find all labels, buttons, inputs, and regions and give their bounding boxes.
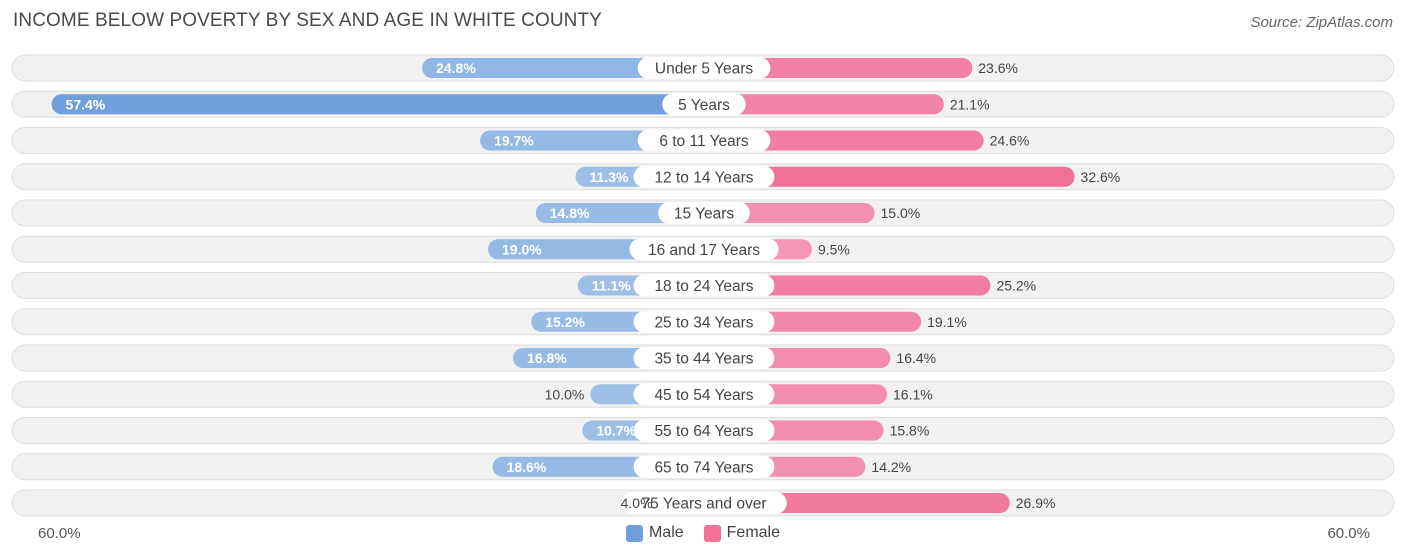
axis-right-label: 60.0% [1327,525,1370,542]
chart-row: 16 and 17 Years 19.0% 9.5% [11,235,1395,263]
category-pill [662,93,746,116]
value-label-female: 26.9% [1016,495,1056,511]
bar-female [704,58,973,78]
legend-item-female[interactable]: Female [703,524,781,542]
chart-row: 18 to 24 Years 11.1% 25.2% [11,272,1395,299]
value-label-male: 14.8% [550,205,590,221]
chart-row: 5 Years 57.4% 21.1% [11,90,1395,118]
category-pill [633,455,775,478]
value-label-female: 9.5% [818,241,850,257]
value-label-male: 11.1% [592,278,631,294]
category-pill [629,238,779,261]
bar-male [422,58,704,78]
legend-swatch-female [703,524,721,542]
value-label-female: 14.2% [871,459,911,475]
legend-label-female: Female [726,524,781,541]
chart-row: 55 to 64 Years 10.7% 15.8% [11,417,1395,444]
value-label-male: 57.4% [66,96,106,112]
chart-row: 65 to 74 Years 18.6% 14.2% [11,453,1395,481]
value-label-male: 10.7% [596,423,636,439]
category-label: 18 to 24 Years [654,278,753,295]
source-credit: Source: ZipAtlas.com [1250,14,1393,31]
category-pill [633,347,775,369]
category-label: 35 to 44 Years [654,351,753,368]
value-label-female: 19.1% [927,314,967,330]
chart-row: 12 to 14 Years 11.3% 32.6% [11,163,1395,191]
value-label-female: 23.6% [978,60,1018,76]
legend-swatch-male [625,524,643,542]
category-label: 12 to 14 Years [654,169,753,186]
category-pill [633,310,775,333]
value-label-female: 25.2% [996,278,1036,294]
chart-row: 45 to 54 Years 10.0% 16.1% [11,380,1395,408]
value-label-female: 21.1% [950,96,990,112]
value-label-female: 32.6% [1081,169,1121,185]
chart-title: INCOME BELOW POVERTY BY SEX AND AGE IN W… [13,10,602,31]
poverty-chart: Under 5 Years 24.8% 23.6% 5 Years 57.4% 21.1%… [11,54,1395,517]
value-label-male: 24.8% [436,60,476,76]
legend: Male Female [0,524,1406,542]
category-label: Under 5 Years [655,61,753,78]
category-label: 15 Years [674,206,735,223]
category-label: 25 to 34 Years [654,314,753,331]
category-pill [637,129,771,152]
category-pill [633,419,775,442]
legend-item-male[interactable]: Male [625,524,684,542]
category-label: 55 to 64 Years [654,423,753,440]
value-label-male: 18.6% [507,459,547,475]
bar-female [704,275,991,296]
category-label: 6 to 11 Years [659,133,749,150]
value-label-male: 11.3% [590,169,629,185]
value-label-male: 10.0% [545,386,585,402]
value-label-male: 19.7% [494,133,534,149]
category-pill [633,274,775,297]
value-label-female: 16.4% [896,350,936,366]
chart-row: 6 to 11 Years 19.7% 24.6% [11,127,1395,154]
value-label-female: 24.6% [990,133,1030,149]
value-label-male: 4.0% [621,495,653,511]
value-label-male: 16.8% [527,350,567,366]
category-label: 45 to 54 Years [654,387,753,404]
bar-female [704,94,944,115]
value-label-male: 19.0% [502,241,542,257]
legend-label-male: Male [648,524,684,541]
bar-female [704,130,984,151]
chart-row: Under 5 Years 24.8% 23.6% [11,54,1395,82]
chart-row: 15 Years 14.8% 15.0% [11,199,1395,227]
category-pill [621,492,787,514]
category-label: 65 to 74 Years [654,459,753,476]
category-pill [637,57,771,79]
value-label-female: 16.1% [893,386,933,402]
value-label-female: 15.0% [881,205,921,221]
category-label: 75 Years and over [642,496,767,513]
category-pill [633,383,775,406]
value-label-female: 15.8% [890,423,930,439]
axis-left-label: 60.0% [38,525,81,542]
category-pill [658,202,750,224]
value-label-male: 15.2% [545,314,585,330]
category-pill [633,165,775,188]
bar-female [704,166,1075,187]
bar-male [51,94,704,115]
chart-row: 25 to 34 Years 15.2% 19.1% [11,308,1395,336]
chart-row: 35 to 44 Years 16.8% 16.4% [11,344,1395,372]
category-label: 5 Years [678,97,730,114]
category-label: 16 and 17 Years [648,242,760,259]
